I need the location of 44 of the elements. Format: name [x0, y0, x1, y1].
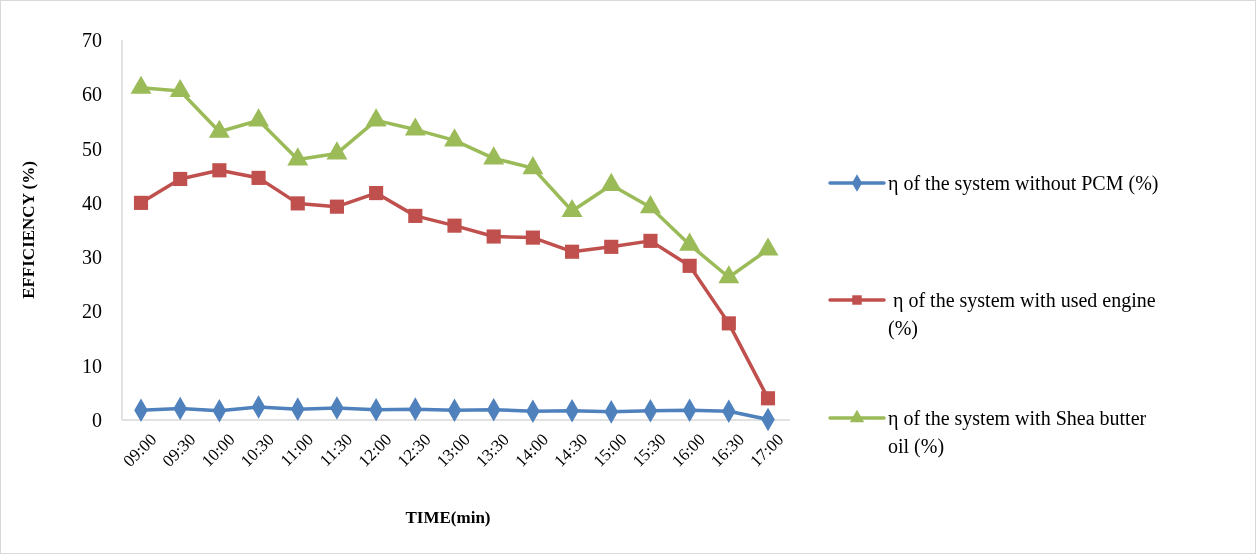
point [287, 147, 309, 166]
y-axis-title: EFFICIENCY (%) [19, 161, 38, 299]
point [679, 232, 701, 251]
legend-label: η of the system without PCM (%) [888, 172, 1159, 195]
y-tick-label: 40 [82, 191, 102, 214]
point [444, 128, 465, 147]
point [760, 391, 776, 406]
point [643, 233, 658, 248]
point [169, 78, 191, 98]
point [329, 199, 345, 214]
point [525, 230, 540, 245]
point [133, 195, 149, 210]
y-tick-label: 0 [92, 409, 102, 431]
point [326, 141, 348, 160]
point [522, 156, 544, 175]
point [290, 196, 305, 211]
y-tick-label: 50 [82, 137, 102, 160]
point [682, 258, 697, 273]
point [564, 244, 580, 259]
legend-label: η of the system with Shea butter oil (%) [888, 407, 1147, 458]
point [365, 108, 387, 127]
point [486, 229, 501, 244]
point [639, 195, 661, 214]
point [483, 146, 505, 165]
point [208, 119, 230, 138]
point [604, 239, 619, 254]
point [248, 108, 270, 127]
legend-label: η of the system with used engine (%) [888, 289, 1156, 340]
point [251, 170, 266, 185]
y-tick-label: 60 [82, 83, 102, 106]
y-tick-label: 10 [82, 354, 102, 377]
y-tick-label: 70 [82, 29, 102, 51]
point [404, 117, 426, 136]
y-tick-label: 20 [82, 300, 102, 323]
point [447, 218, 462, 233]
point [718, 265, 740, 284]
y-tick-label: 30 [82, 246, 102, 269]
point [561, 198, 583, 218]
point [757, 237, 779, 256]
point [130, 75, 152, 94]
point [408, 208, 423, 223]
point [600, 172, 622, 191]
point [721, 316, 736, 331]
x-axis-title: TIME(min) [405, 508, 491, 527]
